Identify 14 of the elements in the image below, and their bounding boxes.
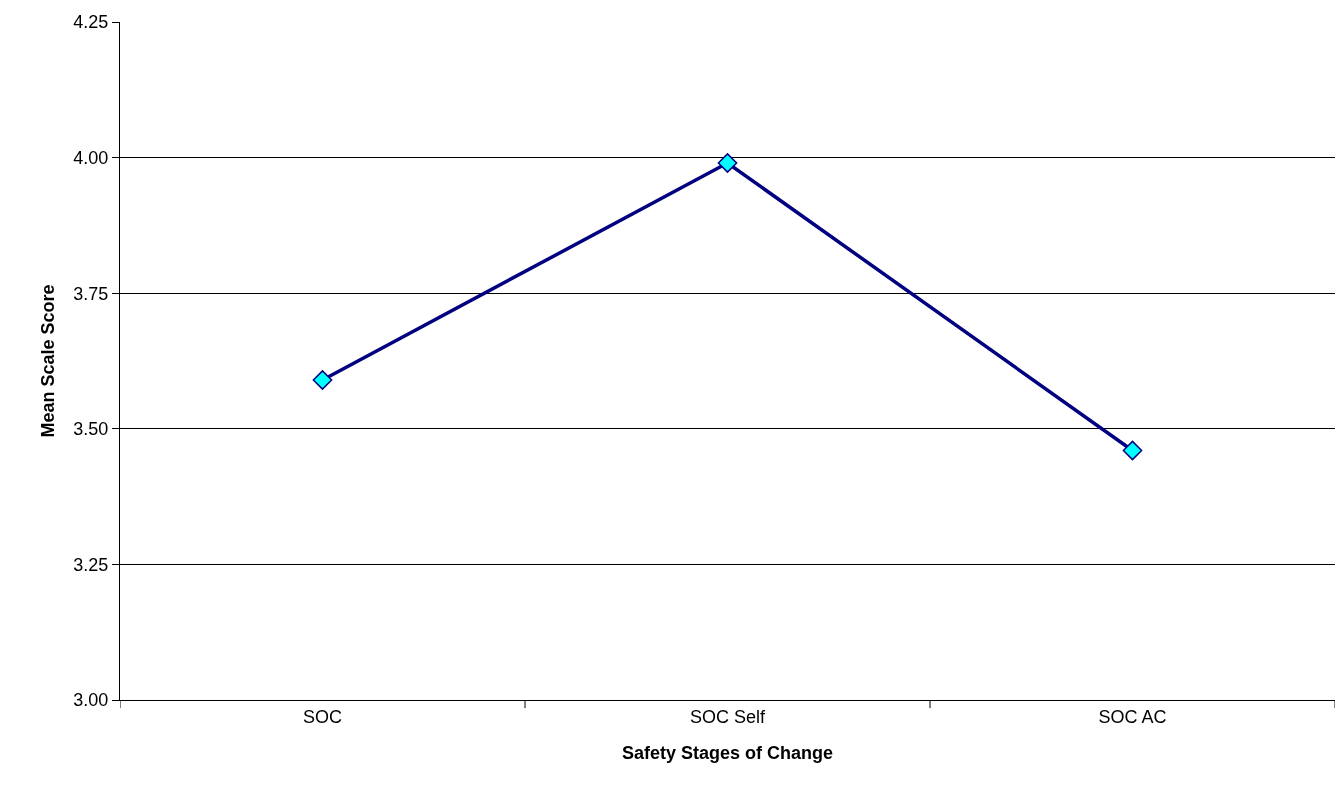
x-tick-label: SOC Self [689, 706, 767, 727]
x-axis-title: Safety Stages of Change [621, 742, 834, 763]
x-tick-label: SOC AC [1098, 706, 1167, 727]
x-tick-label: SOC [302, 706, 343, 727]
y-axis-title: Mean Scale Score [37, 284, 58, 438]
y-tick-label: 3.50 [73, 419, 109, 440]
point [717, 153, 738, 173]
y-tick-label: 4.00 [73, 147, 109, 168]
point [1122, 440, 1143, 461]
point [312, 370, 333, 390]
y-tick-label: 3.75 [73, 283, 109, 304]
y-tick-label: 3.25 [73, 554, 109, 575]
y-tick-label: 4.25 [73, 12, 109, 33]
y-tick-label: 3.00 [73, 690, 109, 711]
